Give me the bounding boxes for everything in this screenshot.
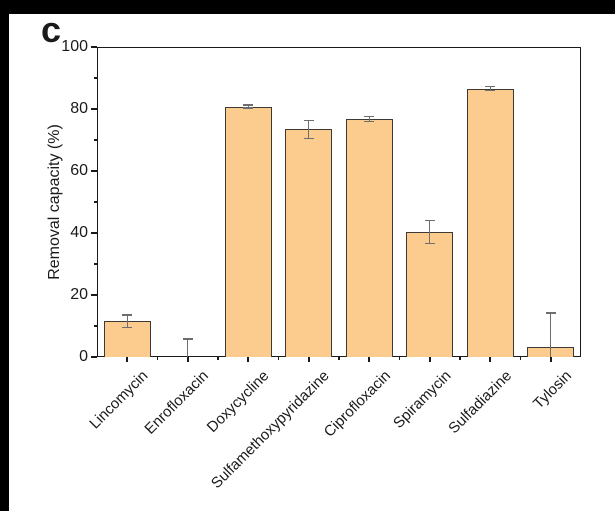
error-bar-cap-top-lincomycin: [122, 314, 133, 316]
x-axis-major-tick: [186, 357, 189, 362]
x-axis-major-tick: [307, 357, 310, 362]
y-axis-major-tick: [91, 232, 97, 234]
error-bar-cap-top-tylosin: [545, 312, 556, 314]
error-bar-cap-top-ciprofloxacin: [364, 115, 375, 118]
y-axis-major-tick: [91, 46, 97, 48]
y-axis-minor-tick: [93, 325, 97, 327]
error-bar-line-sulfadiazine: [489, 86, 491, 91]
x-axis-minor-tick: [156, 357, 159, 360]
bar-spiramycin: [406, 231, 454, 357]
x-axis-major-tick: [549, 357, 552, 362]
error-bar-line-tylosin: [550, 312, 552, 357]
x-axis-major-tick: [368, 357, 371, 362]
y-axis-major-tick: [91, 170, 97, 172]
error-bar-line-sulfamethoxypyridazine: [308, 120, 310, 139]
figure-mat-left-border: [0, 0, 9, 511]
x-axis-category-label: Sulfamethoxypyridazine: [208, 367, 334, 492]
x-axis-major-tick: [247, 357, 250, 362]
y-axis-minor-tick: [93, 263, 97, 265]
error-bar-cap-bottom-sulfamethoxypyridazine: [303, 137, 314, 140]
y-axis-major-tick: [91, 356, 97, 358]
figure-mat-top-border: [0, 0, 615, 14]
x-axis-minor-tick: [217, 357, 219, 360]
y-axis-tick-label: 40: [70, 224, 88, 241]
error-bar-line-ciprofloxacin: [368, 116, 370, 122]
error-bar-line-doxycycline: [247, 104, 249, 109]
y-axis-tick-label: 100: [61, 38, 88, 55]
error-bar-cap-top-spiramycin: [424, 219, 435, 221]
bar-doxycycline: [224, 106, 272, 357]
y-axis-minor-tick: [93, 77, 97, 79]
bar-sulfadiazine: [466, 88, 514, 357]
error-bar-cap-top-doxycycline: [243, 104, 254, 106]
y-axis-tick-label: 80: [70, 100, 88, 117]
x-axis-major-tick: [489, 357, 492, 362]
panel-letter-label: c: [41, 9, 62, 50]
error-bar-line-lincomycin: [126, 315, 128, 328]
y-axis-minor-tick: [93, 139, 97, 141]
error-bar-line-spiramycin: [429, 220, 431, 244]
error-bar-cap-top-enrofloxacin: [182, 338, 193, 340]
x-axis-major-tick: [428, 357, 431, 362]
y-axis-major-tick: [91, 108, 97, 110]
error-bar-cap-bottom-ciprofloxacin: [364, 120, 375, 123]
error-bar-cap-bottom-sulfadiazine: [485, 89, 496, 92]
x-axis-major-tick: [126, 357, 129, 362]
y-axis-tick-label: 60: [70, 162, 88, 179]
error-bar-cap-bottom-lincomycin: [122, 326, 133, 329]
x-axis-minor-tick: [519, 357, 522, 360]
error-bar-cap-top-sulfadiazine: [485, 85, 496, 88]
x-axis-minor-tick: [459, 357, 461, 360]
x-axis-category-label: Sulfadiazine: [444, 367, 515, 438]
x-axis-minor-tick: [338, 357, 340, 360]
y-axis-title: Removal capacity (%): [46, 124, 63, 280]
y-axis-major-tick: [91, 294, 97, 296]
x-axis-minor-tick: [398, 357, 401, 360]
x-axis-category-label: Lincomycin: [86, 367, 152, 433]
y-axis-minor-tick: [93, 201, 97, 203]
plot-frame: [97, 47, 581, 357]
error-bar-cap-bottom-doxycycline: [243, 107, 254, 109]
error-bar-cap-top-sulfamethoxypyridazine: [303, 119, 314, 122]
x-axis-category-label: Spiramycin: [389, 367, 455, 432]
y-axis-tick-label: 0: [79, 348, 88, 365]
error-bar-cap-bottom-spiramycin: [424, 242, 435, 244]
bar-ciprofloxacin: [345, 118, 393, 357]
x-axis-category-label: Tylosin: [530, 367, 576, 413]
y-axis-tick-label: 20: [70, 286, 88, 303]
x-axis-category-label: Enrofloxacin: [141, 367, 213, 438]
x-axis-minor-tick: [277, 357, 280, 360]
bar-sulfamethoxypyridazine: [285, 129, 333, 357]
error-bar-line-enrofloxacin: [187, 339, 189, 357]
